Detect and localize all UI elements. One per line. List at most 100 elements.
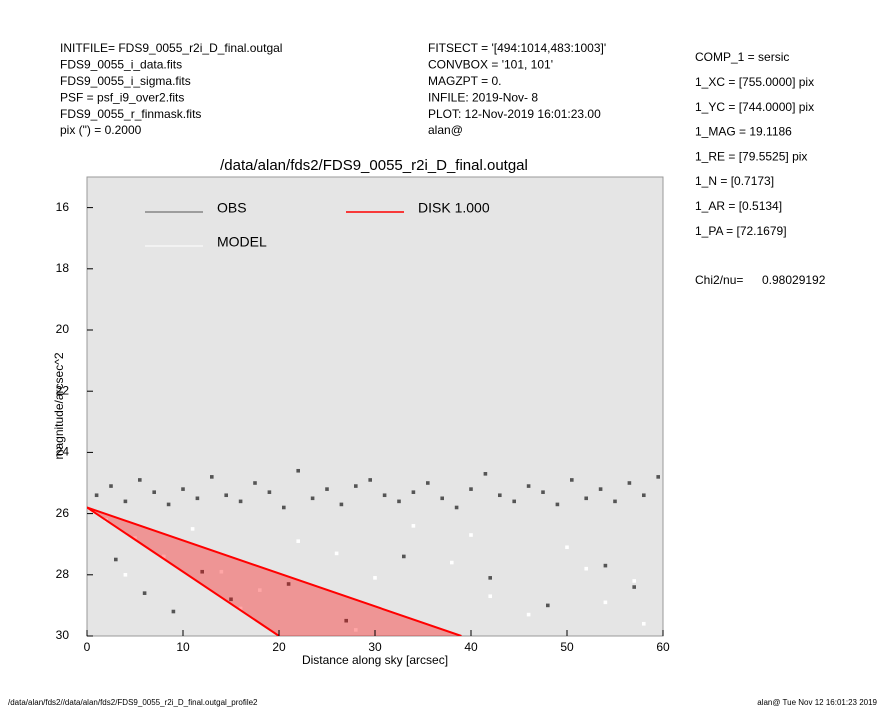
point <box>469 533 473 537</box>
header-right-line: 1_MAG = 19.1186 <box>695 125 792 139</box>
point <box>354 628 358 632</box>
y-tick-label: 18 <box>56 261 70 275</box>
header-left-line: PSF = psf_i9_over2.fits <box>60 90 184 104</box>
y-tick-label: 26 <box>56 506 70 520</box>
point <box>368 478 372 482</box>
point <box>426 481 430 485</box>
x-tick-label: 40 <box>464 640 478 654</box>
plot-content <box>87 468 660 636</box>
point <box>200 569 204 574</box>
disk-upper-line <box>87 506 462 636</box>
point <box>584 496 588 501</box>
x-tick-label: 10 <box>176 640 190 654</box>
footer-left: /data/alan/fds2//data/alan/fds2/FDS9_005… <box>8 698 258 707</box>
chart-title: /data/alan/fds2/FDS9_0055_r2i_D_final.ou… <box>220 157 528 174</box>
header-left-line: FDS9_0055_i_data.fits <box>60 58 182 72</box>
point <box>258 588 262 592</box>
legend-label: DISK 1.000 <box>418 200 490 216</box>
point <box>632 579 636 583</box>
point <box>195 496 200 501</box>
header-right-line: 1_YC = [744.0000] pix <box>695 100 814 114</box>
point <box>454 505 459 510</box>
point <box>373 576 377 580</box>
point <box>512 499 516 504</box>
point <box>296 539 300 543</box>
point <box>142 591 147 595</box>
point <box>229 597 233 602</box>
header-middle-line: INFILE: 2019-Nov- 8 <box>428 90 538 104</box>
point <box>526 612 531 617</box>
point <box>296 468 300 473</box>
point <box>166 502 171 507</box>
header-right-line: 1_AR = [0.5134] <box>695 199 782 213</box>
x-tick-label: 50 <box>560 640 574 654</box>
y-tick-label: 16 <box>56 200 70 214</box>
point <box>354 484 358 488</box>
point <box>109 484 113 488</box>
point <box>114 557 118 562</box>
footer-right: alan@ Tue Nov 12 16:01:23 2019 <box>757 698 877 707</box>
point <box>238 606 243 611</box>
y-tick-label: 30 <box>56 628 70 642</box>
point <box>152 490 156 494</box>
x-axis-label: Distance along sky [arcsec] <box>302 653 448 667</box>
point <box>210 475 214 479</box>
point <box>267 490 272 494</box>
point <box>613 499 617 504</box>
point <box>282 505 286 510</box>
disk-lower-line <box>87 506 280 636</box>
header-middle-line: PLOT: 12-Nov-2019 16:01:23.00 <box>428 107 601 121</box>
point <box>555 502 560 507</box>
point <box>310 496 315 501</box>
header-right-line: 1_RE = [79.5525] pix <box>695 149 807 163</box>
point <box>450 560 454 565</box>
plot-area <box>86 176 664 637</box>
point <box>344 618 348 623</box>
point <box>334 551 339 556</box>
point <box>632 585 636 589</box>
header-middle-line: FITSECT = '[494:1014,483:1003]' <box>428 41 606 55</box>
y-tick-label: 22 <box>56 383 70 397</box>
header-middle-line: alan@ <box>428 123 463 137</box>
point <box>133 536 137 540</box>
y-tick-label: 28 <box>56 567 70 581</box>
x-tick-label: 30 <box>368 640 382 654</box>
y-tick-label: 24 <box>56 445 70 459</box>
header-left-line: FDS9_0055_r_finmask.fits <box>60 107 201 121</box>
point <box>286 582 291 586</box>
point <box>546 603 550 608</box>
point <box>656 475 660 479</box>
point <box>325 487 329 491</box>
point <box>123 573 128 577</box>
point <box>219 569 224 574</box>
point <box>181 487 185 491</box>
point <box>603 563 608 568</box>
point <box>469 487 473 491</box>
point <box>238 499 243 504</box>
point <box>488 576 492 580</box>
point <box>162 554 166 559</box>
point <box>411 524 416 528</box>
point <box>498 493 502 498</box>
header-right-line: COMP_1 = sersic <box>695 50 789 64</box>
header-right-line: 1_N = [0.7173] <box>695 174 774 188</box>
point <box>123 499 128 504</box>
point <box>402 554 406 559</box>
point <box>224 493 228 498</box>
point <box>642 493 646 498</box>
header-middle-line: MAGZPT = 0. <box>428 74 501 88</box>
point <box>411 490 416 494</box>
header-left-line: INITFILE= FDS9_0055_r2i_D_final.outgal <box>60 41 282 55</box>
point <box>642 621 646 626</box>
point <box>94 493 99 498</box>
chi2-value: 0.98029192 <box>762 273 826 287</box>
point <box>603 600 608 605</box>
chi2-label: Chi2/nu= <box>695 273 743 287</box>
point <box>339 502 344 507</box>
y-tick-label: 20 <box>56 322 70 336</box>
point <box>382 493 387 498</box>
point <box>483 472 488 476</box>
legend-label: OBS <box>217 200 247 216</box>
point <box>171 609 176 614</box>
